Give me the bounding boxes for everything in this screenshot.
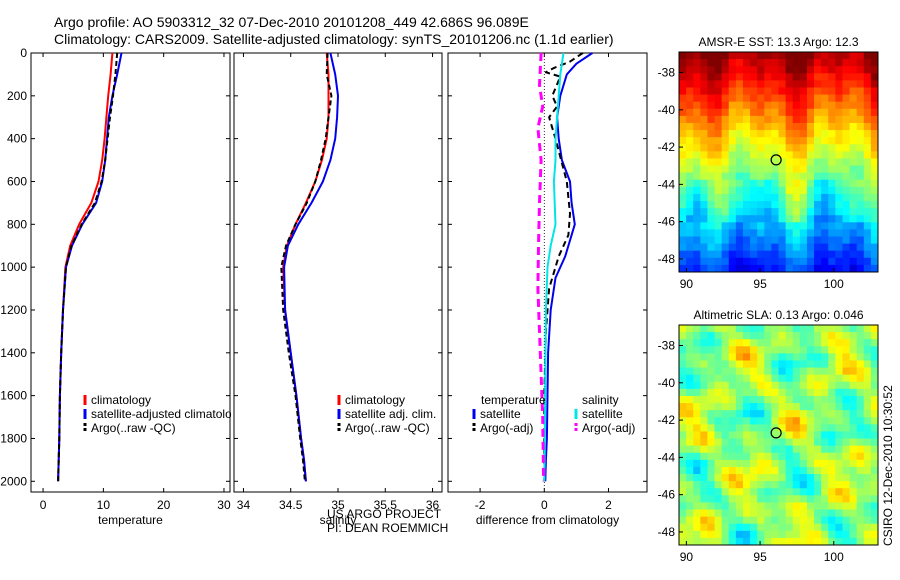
x-axis-label: temperature xyxy=(98,513,163,527)
map-field xyxy=(679,325,878,545)
x-tick-label: 2 xyxy=(605,498,612,512)
legend-label: climatology xyxy=(345,393,405,407)
header-line1: Argo profile: AO 5903312_32 07-Dec-2010 … xyxy=(54,14,529,30)
y-tick-label: -46 xyxy=(658,488,676,502)
y-tick-label: 1600 xyxy=(0,389,27,403)
x-tick-label: 0 xyxy=(40,498,47,512)
legend-label: Argo(..raw -QC) xyxy=(91,421,176,435)
series-line xyxy=(543,52,565,482)
project-label: US ARGO PROJECT xyxy=(327,507,442,521)
y-tick-label: -42 xyxy=(658,140,676,154)
series-line xyxy=(280,52,333,482)
map-field xyxy=(679,52,878,272)
temperature-panel: 0 10 20 30 0 200 400 600 800 1000 1200 1400 1600 1800… xyxy=(0,46,244,527)
map-title: Altimetric SLA: 0.13 Argo: 0.046 xyxy=(693,308,863,322)
legend-label: Argo(..raw -QC) xyxy=(345,421,430,435)
legend-group-salinity: salinity xyxy=(582,393,619,407)
sla-map: -38 -40 -42 -44 -46 -48 90 95 100 Altimetric SLA:… xyxy=(658,308,879,564)
x-axis-label: salinity xyxy=(320,513,357,527)
sst-map: -38 -40 -42 -44 -46 -48 90 95 100 AMSR-E SST: 13.… xyxy=(658,35,879,291)
map-frame xyxy=(678,324,879,546)
y-tick-label: -44 xyxy=(658,177,676,191)
header-line2: Climatology: CARS2009. Satellite-adjuste… xyxy=(54,31,614,47)
y-tick-label: 2000 xyxy=(0,474,27,488)
x-tick-label: 10 xyxy=(97,498,111,512)
series-line xyxy=(536,52,546,482)
y-tick-label: -40 xyxy=(658,376,676,390)
y-tick-label: -44 xyxy=(658,450,676,464)
legend-label: satellite xyxy=(582,407,623,421)
map-frame xyxy=(678,51,879,273)
x-tick-label: 90 xyxy=(680,277,694,291)
series-line xyxy=(544,52,593,482)
y-tick-label: 200 xyxy=(7,89,27,103)
y-tick-label: 1400 xyxy=(0,346,27,360)
y-tick-label: -46 xyxy=(658,215,676,229)
x-tick-label: 35.5 xyxy=(374,498,398,512)
y-tick-label: -40 xyxy=(658,103,676,117)
y-tick-label: -48 xyxy=(658,252,676,266)
series-line xyxy=(57,52,119,482)
y-tick-label: -38 xyxy=(658,66,676,80)
legend-label: satellite xyxy=(480,407,521,421)
x-tick-label: 34.5 xyxy=(279,498,303,512)
series-line xyxy=(283,52,339,482)
legend-group-temperature: temperature xyxy=(481,393,546,407)
y-tick-label: -42 xyxy=(658,413,676,427)
y-tick-label: -38 xyxy=(658,339,676,353)
x-tick-label: 100 xyxy=(824,550,844,564)
legend-label: Argo(-adj) xyxy=(582,421,635,435)
y-tick-label: -48 xyxy=(658,525,676,539)
argo-location-marker xyxy=(770,427,782,439)
x-tick-label: 36 xyxy=(426,498,440,512)
y-tick-label: 400 xyxy=(7,132,27,146)
x-tick-label: 95 xyxy=(753,550,767,564)
credit-label: CSIRO 12-Dec-2010 10:30:52 xyxy=(881,385,895,546)
map-title: AMSR-E SST: 13.3 Argo: 12.3 xyxy=(698,35,858,49)
y-tick-label: 800 xyxy=(7,217,27,231)
y-tick-label: 0 xyxy=(20,46,27,60)
salinity-panel: 34 34.5 35 35.5 36 salinity climatologysatelli… xyxy=(233,52,443,527)
x-tick-label: 95 xyxy=(753,277,767,291)
legend: temperature salinitysatelliteArgo(-adj)sa… xyxy=(472,393,635,435)
x-axis-label: difference from climatology xyxy=(476,513,619,527)
x-tick-label: 100 xyxy=(824,277,844,291)
x-tick-label: 20 xyxy=(157,498,171,512)
x-tick-label: -2 xyxy=(475,498,486,512)
y-tick-label: 600 xyxy=(7,174,27,188)
y-tick-label: 1200 xyxy=(0,303,27,317)
x-tick-label: 0 xyxy=(541,498,548,512)
legend-label: Argo(-adj) xyxy=(480,421,533,435)
y-tick-label: 1000 xyxy=(0,260,27,274)
x-tick-label: 90 xyxy=(680,550,694,564)
legend-label: satellite-adjusted climatology xyxy=(91,407,244,421)
pi-label: PI: DEAN ROEMMICH xyxy=(327,521,448,535)
x-tick-label: 35 xyxy=(331,498,345,512)
x-tick-label: 34 xyxy=(237,498,251,512)
legend-label: satellite adj. clim. xyxy=(345,407,436,421)
x-tick-label: 30 xyxy=(217,498,231,512)
argo-location-marker xyxy=(770,154,782,166)
legend-label: climatology xyxy=(91,393,151,407)
y-tick-label: 1800 xyxy=(0,431,27,445)
